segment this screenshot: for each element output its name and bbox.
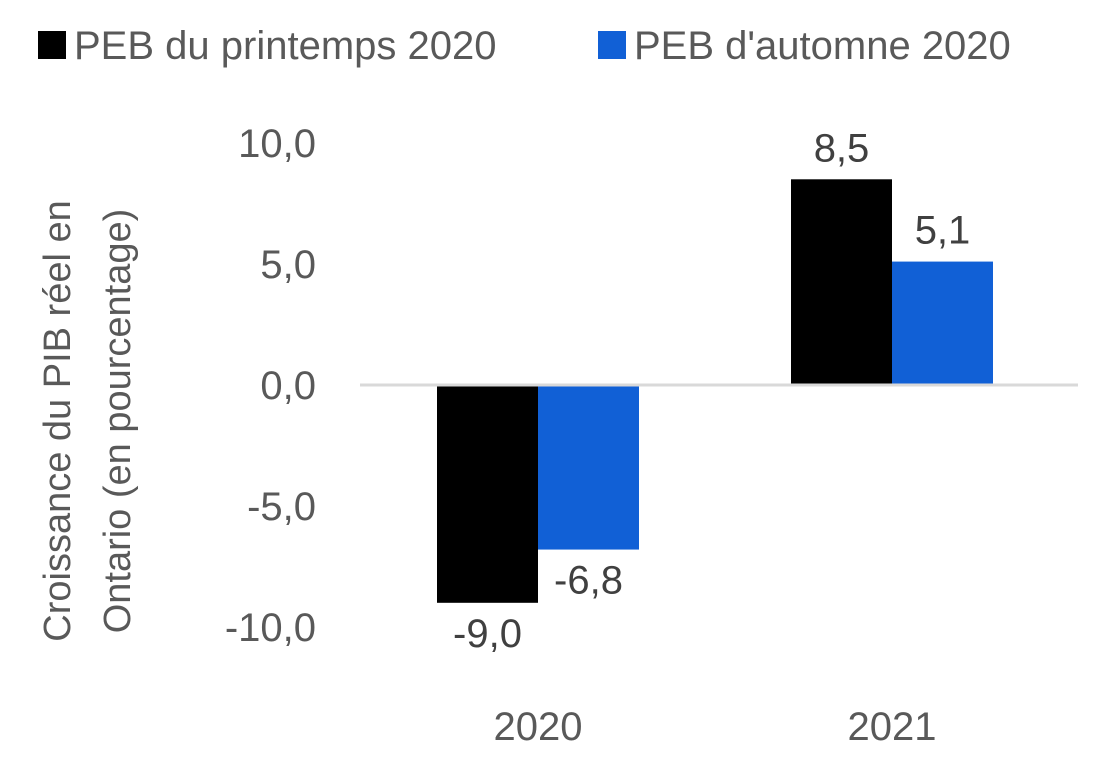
x-tick-label-2021: 2021 [848,705,937,749]
bar-2021-series-1 [791,179,892,385]
legend: PEB du printemps 2020 PEB d'automne 2020 [38,24,1011,68]
y-axis-title: Croissance du PIB réel en Ontario (en pou… [37,200,139,641]
y-axis-title-line-1: Croissance du PIB réel en [37,200,79,641]
bars [437,179,993,603]
data-label-2020-series-2: -6,8 [554,559,623,603]
bar-2021-series-2 [892,261,993,385]
data-label-2020-series-1: -9,0 [453,612,522,656]
y-axis-ticks: 10,0 5,0 0,0 -5,0 -10,0 [225,122,316,650]
data-label-2021-series-2: 5,1 [915,209,971,253]
data-label-2021-series-1: 8,5 [814,126,870,170]
x-axis-labels: 2020 2021 [494,705,937,749]
x-tick-label-2020: 2020 [494,705,583,749]
y-tick-label: 10,0 [238,122,316,166]
legend-label-2: PEB d'automne 2020 [634,24,1011,68]
legend-swatch-2 [598,31,626,59]
data-labels: -9,0 -6,8 8,5 5,1 [453,126,971,656]
bar-2020-series-1 [437,385,538,603]
legend-label-1: PEB du printemps 2020 [74,24,496,68]
y-tick-label: 5,0 [260,243,316,287]
y-tick-label: -5,0 [247,485,316,529]
y-tick-label: -10,0 [225,606,316,650]
legend-swatch-1 [38,31,66,59]
y-tick-label: 0,0 [260,364,316,408]
bar-2020-series-2 [538,385,639,550]
y-axis-title-line-2: Ontario (en pourcentage) [97,209,139,634]
